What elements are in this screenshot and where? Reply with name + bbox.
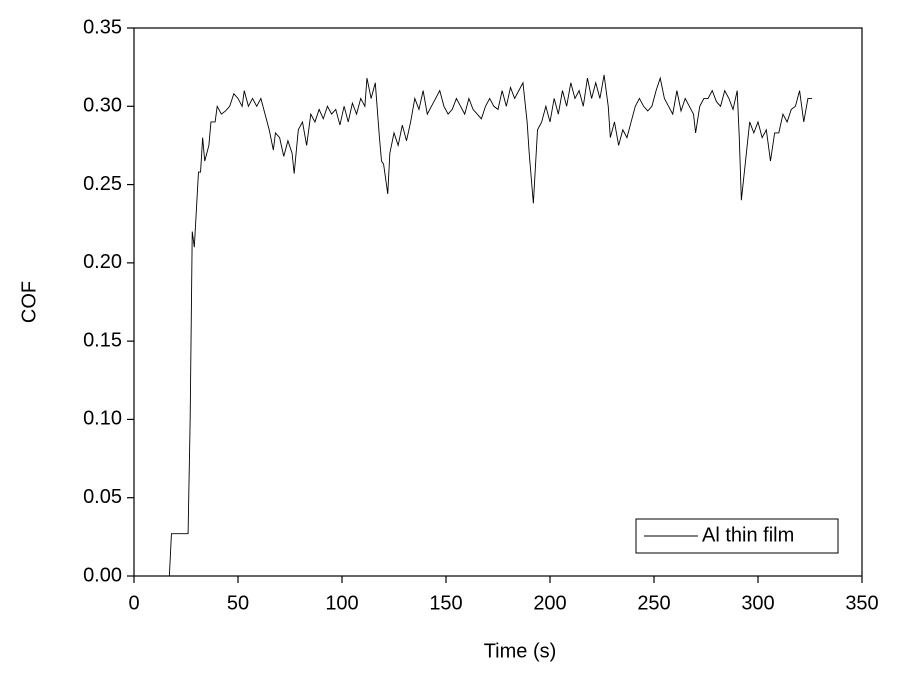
y-tick-label: 0.10: [83, 408, 122, 430]
data-line: [168, 74, 813, 577]
x-tick-label: 0: [128, 592, 139, 614]
x-tick-label: 150: [429, 592, 462, 614]
plot-frame: [133, 27, 863, 577]
x-axis-label: Time (s): [484, 640, 557, 662]
y-tick-label: 0.00: [83, 564, 122, 586]
y-axis-label: COF: [18, 281, 40, 323]
legend-label: Al thin film: [702, 524, 794, 546]
y-tick-label: 0.20: [83, 251, 122, 273]
y-tick-label: 0.25: [83, 173, 122, 195]
x-tick-label: 200: [533, 592, 566, 614]
y-tick-label: 0.35: [83, 16, 122, 38]
x-tick-label: 50: [227, 592, 249, 614]
y-tick-label: 0.30: [83, 95, 122, 117]
x-tick-label: 300: [741, 592, 774, 614]
x-tick-label: 100: [325, 592, 358, 614]
x-tick-label: 250: [637, 592, 670, 614]
x-tick-label: 350: [845, 592, 878, 614]
y-tick-label: 0.15: [83, 329, 122, 351]
y-tick-label: 0.05: [83, 486, 122, 508]
